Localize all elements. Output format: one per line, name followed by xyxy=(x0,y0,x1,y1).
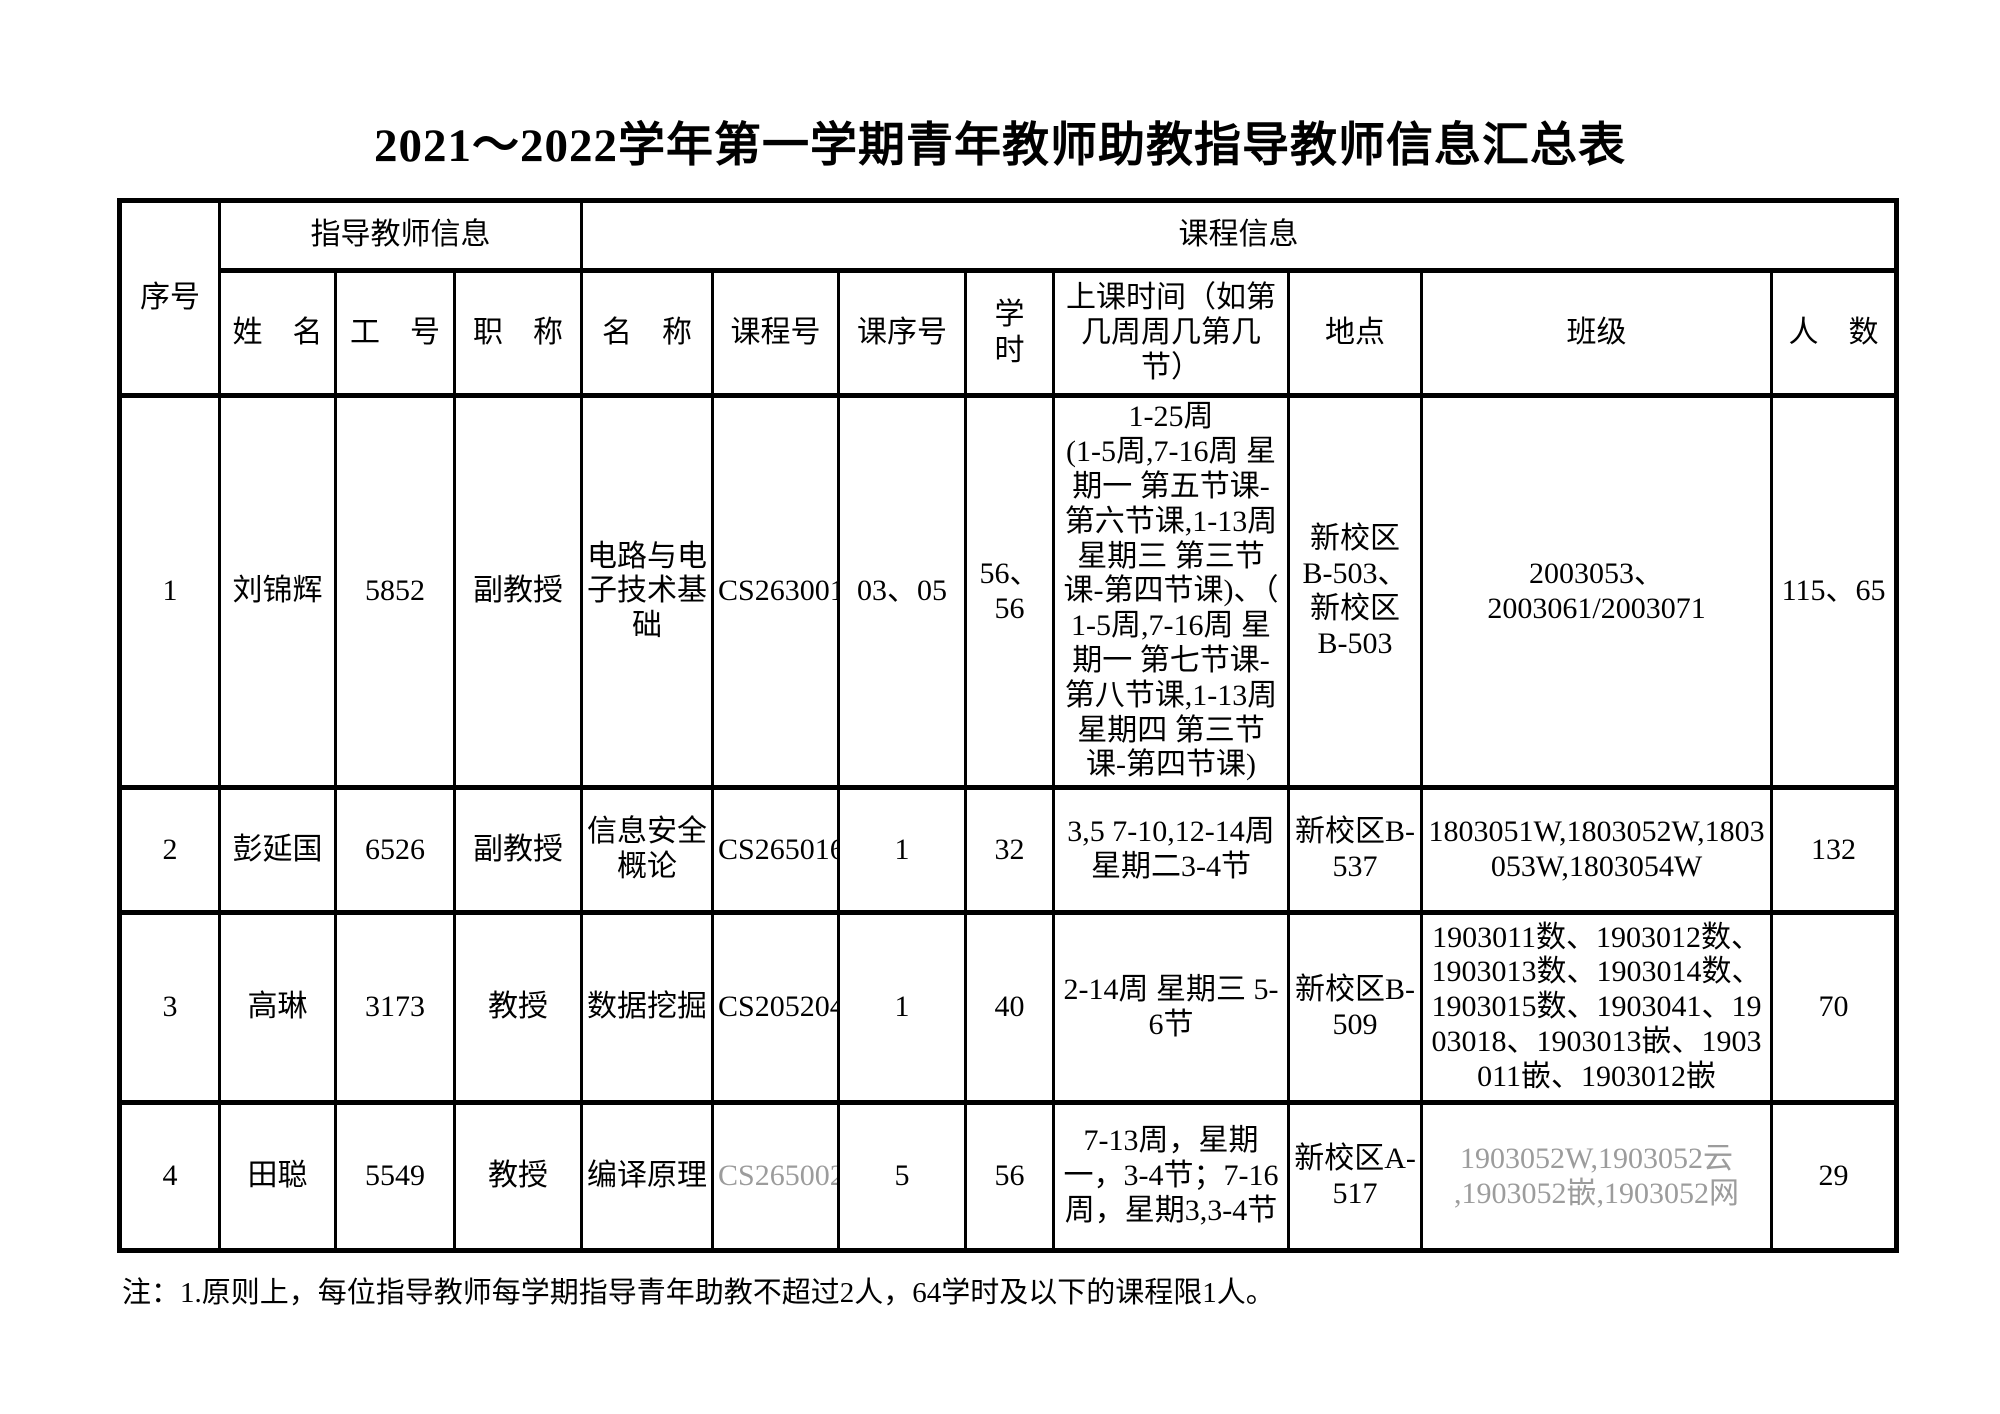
cell-class: 1903052W,1903052云 ,1903052嵌,1903052网 xyxy=(1420,1100,1774,1254)
header-course-code: 课程号 xyxy=(711,268,841,399)
header-class: 班级 xyxy=(1420,268,1774,399)
header-count: 人 数 xyxy=(1770,268,1899,399)
header-employee-id: 工 号 xyxy=(334,268,456,399)
cell-hours: 40 xyxy=(964,910,1056,1106)
header-course-name: 名 称 xyxy=(580,268,715,399)
cell-count: 29 xyxy=(1770,1100,1899,1254)
cell-name: 彭延国 xyxy=(218,785,337,916)
cell-index: 1 xyxy=(118,393,221,791)
cell-job-title: 教授 xyxy=(452,910,584,1106)
header-column-row: 姓 名 工 号 职 称 名 称 课程号 课序号 学时 上课时间（如第几周周几第几… xyxy=(120,268,1899,399)
cell-hours: 32 xyxy=(964,785,1056,916)
cell-time: 3,5 7-10,12-14周 星期二3-4节 xyxy=(1052,785,1291,916)
cell-course-name: 信息安全概论 xyxy=(580,785,715,916)
cell-course-section: 1 xyxy=(837,785,968,916)
cell-count: 132 xyxy=(1770,785,1899,916)
cell-index: 4 xyxy=(118,1100,221,1254)
cell-index: 2 xyxy=(118,785,221,916)
cell-course-name: 数据挖掘 xyxy=(580,910,715,1106)
table-row: 3 高琳 3173 教授 数据挖掘 CS205204 1 40 2-14周 星期… xyxy=(118,910,1899,1106)
header-course-section: 课序号 xyxy=(837,268,968,399)
cell-course-name: 电路与电子技术基础 xyxy=(580,393,715,791)
cell-location: 新校区B-537 xyxy=(1287,785,1424,916)
table-row: 1 刘锦辉 5852 副教授 电路与电子技术基础 CS263001 03、05 … xyxy=(118,393,1899,791)
summary-table: 序号 指导教师信息 课程信息 姓 名 工 号 职 称 名 称 课程号 课序号 学… xyxy=(117,198,1900,1254)
header-index: 序号 xyxy=(118,198,221,399)
header-advisor-group: 指导教师信息 xyxy=(217,198,584,274)
cell-class: 1903011数、1903012数、1903013数、1903014数、1903… xyxy=(1420,910,1774,1106)
cell-location: 新校区 B-503、 新校区 B-503 xyxy=(1287,393,1424,791)
cell-employee-id: 3173 xyxy=(334,910,456,1106)
cell-location: 新校区A-517 xyxy=(1287,1100,1424,1254)
header-course-group: 课程信息 xyxy=(580,198,1899,274)
cell-employee-id: 5852 xyxy=(334,393,456,791)
cell-course-code: CS205204 xyxy=(711,910,841,1106)
cell-class: 1803051W,1803052W,1803053W,1803054W xyxy=(1420,785,1774,916)
cell-time: 7-13周，星期一，3-4节；7-16周，星期3,3-4节 xyxy=(1052,1100,1291,1254)
cell-hours: 56、56 xyxy=(964,393,1056,791)
cell-time: 1-25周 (1-5周,7-16周 星期一 第五节课-第六节课,1-13周 星期… xyxy=(1052,393,1291,791)
header-hours-label: 学时 xyxy=(994,298,1025,368)
cell-count: 70 xyxy=(1770,910,1899,1106)
cell-course-section: 03、05 xyxy=(837,393,968,791)
page-title: 2021～2022学年第一学期青年教师助教指导教师信息汇总表 xyxy=(374,120,1626,172)
cell-name: 高琳 xyxy=(218,910,337,1106)
header-location: 地点 xyxy=(1287,268,1424,399)
cell-job-title: 副教授 xyxy=(452,393,584,791)
table-row: 4 田聪 5549 教授 编译原理 CS265002 5 56 7-13周，星期… xyxy=(118,1100,1899,1254)
cell-name: 田聪 xyxy=(218,1100,337,1254)
header-group-row: 序号 指导教师信息 课程信息 xyxy=(118,198,1899,399)
cell-hours: 56 xyxy=(964,1100,1056,1254)
table-row: 2 彭延国 6526 副教授 信息安全概论 CS265016 1 32 3,5 … xyxy=(118,785,1899,916)
cell-count: 115、65 xyxy=(1770,393,1899,791)
cell-index: 3 xyxy=(118,910,221,1106)
cell-course-name: 编译原理 xyxy=(580,1100,715,1254)
cell-location: 新校区B-509 xyxy=(1287,910,1424,1106)
cell-job-title: 副教授 xyxy=(452,785,584,916)
cell-course-section: 5 xyxy=(837,1100,968,1254)
cell-employee-id: 5549 xyxy=(334,1100,456,1254)
cell-employee-id: 6526 xyxy=(334,785,456,916)
header-hours: 学时 xyxy=(964,268,1056,399)
cell-class: 2003053、 2003061/2003071 xyxy=(1420,393,1774,791)
cell-course-code: CS263001 xyxy=(711,393,841,791)
header-time: 上课时间（如第几周周几第几节） xyxy=(1052,268,1291,399)
cell-job-title: 教授 xyxy=(452,1100,584,1254)
cell-course-code: CS265016 xyxy=(711,785,841,916)
footnote: 注：1.原则上，每位指导教师每学期指导青年助教不超过2人，64学时及以下的课程限… xyxy=(122,1277,1275,1310)
cell-course-code: CS265002 xyxy=(711,1100,841,1254)
header-name: 姓 名 xyxy=(218,268,337,399)
header-job-title: 职 称 xyxy=(452,268,584,399)
cell-time: 2-14周 星期三 5-6节 xyxy=(1052,910,1291,1106)
cell-name: 刘锦辉 xyxy=(218,393,337,791)
cell-course-section: 1 xyxy=(837,910,968,1106)
